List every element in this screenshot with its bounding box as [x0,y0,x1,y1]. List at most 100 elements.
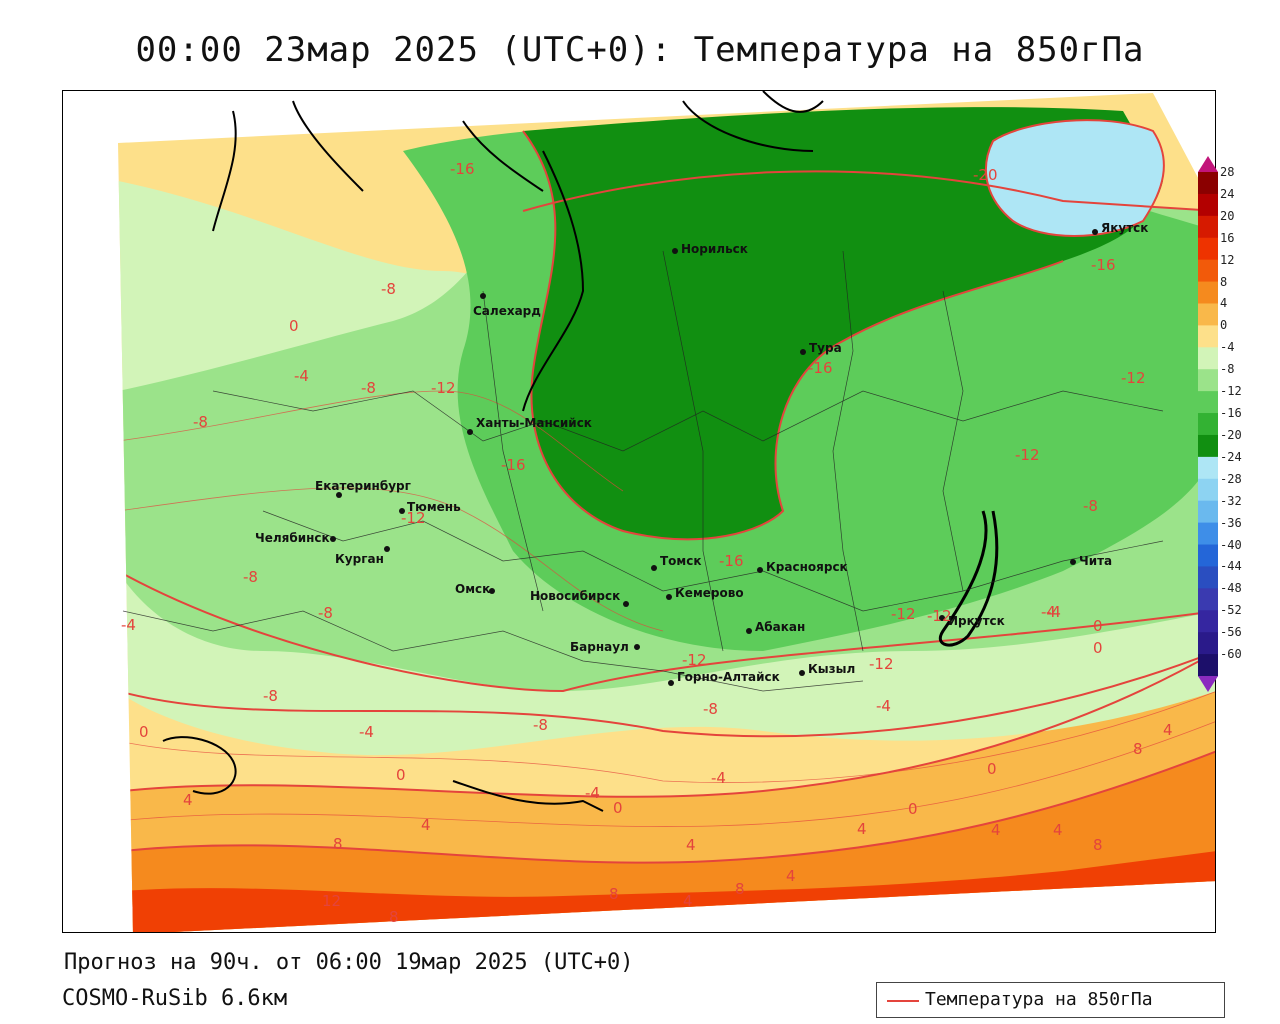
colorbar-cell [1198,456,1218,480]
city-markers: Якутск Норильск Салехард Тура Ханты-Манс… [255,221,1148,686]
city-label-kurgan: Курган [335,552,384,566]
colorbar-cell [1198,281,1218,304]
colorbar-tick-label: -36 [1220,515,1242,530]
city-label-kyzyl: Кызыл [808,662,855,676]
contour-label: 8 [389,908,399,926]
colorbar-tick-label: 0 [1220,318,1228,333]
city-label-salekhard: Салехард [473,304,541,318]
city-tomsk: Томск [651,554,702,571]
contour-label: -16 [501,456,526,474]
contour-label: -16 [719,552,744,570]
colorbar-tick-label: -28 [1220,471,1242,486]
colorbar-tick-label: -12 [1220,384,1242,399]
city-label-tyumen: Тюмень [407,500,461,514]
colorbar [1198,156,1218,692]
colorbar-tick-label: 4 [1220,296,1228,311]
city-ekaterinburg: Екатеринбург [315,479,411,498]
contour-label: -8 [533,716,548,734]
contour-label: 4 [786,867,796,885]
colorbar-tick-label: -60 [1220,647,1242,662]
contour-label: -8 [703,700,718,718]
contour-labels: -16 -20 -16 -8 0 -4 -8 -12 -16 -16 -12 -… [121,160,1173,926]
colorbar-tick-label: -4 [1220,340,1235,355]
legend-label: Температура на 850гПа [925,989,1153,1010]
colorbar-cell [1198,566,1218,589]
contour-label: 0 [289,317,299,335]
contour-label: 4 [421,816,431,834]
city-gorno-altaysk: Горно-Алтайск [668,670,780,686]
colorbar-tick-label: -44 [1220,559,1242,574]
contour-label: -4 [1041,603,1056,621]
city-label-gorno-altaysk: Горно-Алтайск [677,670,780,684]
city-label-irkutsk: Иркутск [948,614,1005,628]
city-label-yakutsk: Якутск [1101,221,1148,235]
colorbar-tick-label: 16 [1220,230,1235,245]
city-kyzyl: Кызыл [799,662,855,676]
contour-label: -8 [318,604,333,622]
colorbar-tick-label: 28 [1220,165,1235,179]
contour-label: -4 [711,769,726,787]
city-label-barnaul: Барнаул [570,640,629,654]
contour-label: -12 [927,607,952,625]
colorbar-cell [1198,391,1218,414]
colorbar-cell [1198,215,1218,239]
contour-label: 8 [1093,836,1103,854]
legend: Температура на 850гПа [876,982,1225,1018]
forecast-info: Прогноз на 90ч. от 06:00 19мар 2025 (UTC… [64,950,634,975]
colorbar-cell [1198,478,1218,502]
colorbar-cell [1198,325,1218,348]
city-khanty-mansiysk: Ханты-Мансийск [467,416,592,435]
contour-label: -8 [361,379,376,397]
city-chelyabinsk: Челябинск [255,531,336,545]
city-abakan: Абакан [746,620,805,634]
city-label-abakan: Абакан [755,620,805,634]
city-krasnoyarsk: Красноярск [757,560,848,574]
colorbar-cell [1198,522,1218,546]
colorbar-tick-label: -56 [1220,625,1242,640]
colorbar-tick-label: -24 [1220,449,1242,464]
city-label-norilsk: Норильск [681,242,748,256]
region-borders [122,250,1164,692]
contour-label: -16 [808,359,833,377]
colorbar-cell [1198,237,1218,261]
contour-label: 0 [396,766,406,784]
city-kemerovo: Кемерово [666,586,744,600]
colorbar-cell [1198,347,1218,370]
contour-label: -12 [431,379,456,397]
contour-label: -4 [1046,603,1061,621]
contour-label: 12 [322,892,341,910]
contour-label: -8 [381,280,396,298]
temperature-fields [118,93,1215,932]
contour-label: -12 [401,509,426,527]
contour-label: -20 [973,166,998,184]
contour-label: 0 [613,799,623,817]
city-label-tomsk: Томск [660,554,702,568]
city-omsk: Омск [455,582,495,596]
colorbar-cell [1198,434,1218,458]
colorbar-cell [1198,610,1218,633]
colorbar-cell [1198,588,1218,611]
contour-label: 0 [1093,639,1103,657]
colorbar-cell [1198,172,1218,195]
contour-label: 8 [609,885,619,903]
contour-label: -8 [1083,497,1098,515]
model-name: COSMO-RuSib 6.6км [62,986,288,1011]
colorbar-cell [1198,632,1218,655]
contour-label: -12 [1015,446,1040,464]
contour-label: 0 [908,800,918,818]
colorbar-tick-label: -20 [1220,427,1242,442]
city-irkutsk: Иркутск [939,614,1005,628]
city-label-chita: Чита [1079,554,1112,568]
colorbar-tick-label: -16 [1220,406,1242,421]
colorbar-cell [1198,369,1218,392]
colorbar-top-arrow [1198,156,1218,172]
contour-label: -8 [193,413,208,431]
isotherm-lines [118,119,1215,864]
city-chita: Чита [1070,554,1112,568]
colorbar-tick-label: 20 [1220,208,1235,223]
colorbar-tick-label: -32 [1220,493,1242,508]
contour-label: -8 [243,568,258,586]
contour-label: -12 [1121,369,1146,387]
contour-label: 4 [686,836,696,854]
colorbar-cell [1198,259,1218,283]
